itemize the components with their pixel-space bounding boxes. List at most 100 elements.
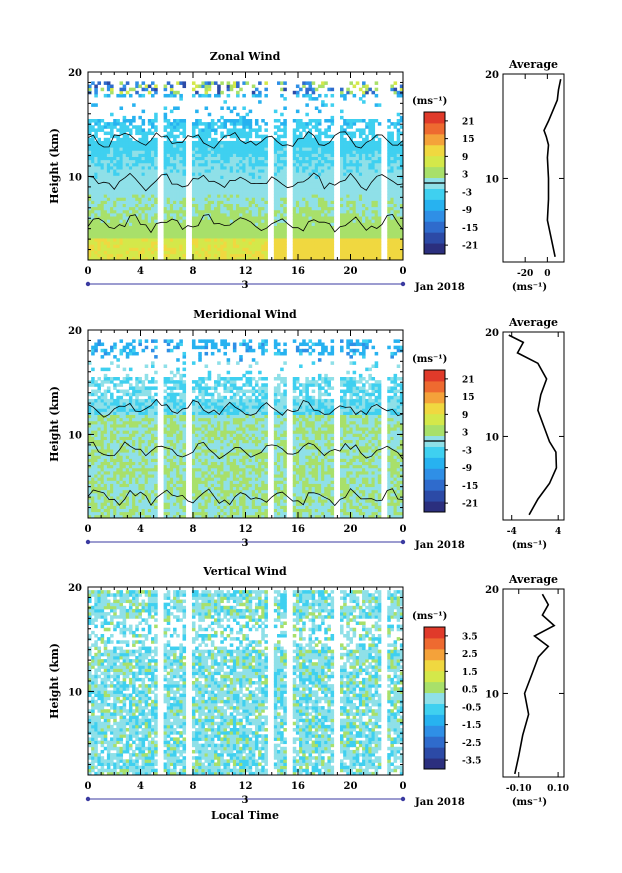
heatmap-cell <box>198 147 202 151</box>
heatmap-cell <box>362 184 366 189</box>
heatmap-cell <box>201 234 205 239</box>
heatmap-cell <box>399 244 404 248</box>
heatmap-cell <box>169 159 174 164</box>
heatmap-cell <box>217 169 221 173</box>
heatmap-cell <box>113 150 117 154</box>
heatmap-cell <box>220 134 224 139</box>
heatmap-cell <box>100 209 105 214</box>
heatmap-cell <box>154 256 158 261</box>
heatmap-cell <box>283 122 287 126</box>
heatmap-cell <box>236 194 240 198</box>
heatmap-cell <box>144 486 149 491</box>
heatmap-cell <box>387 244 391 248</box>
heatmap-cell <box>91 449 95 453</box>
heatmap-cell <box>113 433 117 437</box>
heatmap-cell <box>119 247 124 251</box>
heatmap-cell <box>141 430 146 434</box>
heatmap-cell <box>207 191 212 195</box>
heatmap-cell <box>210 231 215 236</box>
chart-title: Zonal Wind <box>210 50 281 63</box>
heatmap-cell <box>308 150 313 154</box>
heatmap-cell <box>277 197 281 201</box>
heatmap-cell <box>119 439 124 444</box>
heatmap-cell <box>103 373 108 378</box>
heatmap-cell <box>113 377 117 381</box>
heatmap-cell <box>362 181 366 186</box>
heatmap-cell <box>358 140 363 145</box>
heatmap-cell <box>100 430 105 434</box>
heatmap-cell <box>100 405 105 409</box>
heatmap-cell <box>154 178 158 183</box>
heatmap-cell <box>283 166 287 170</box>
heatmap-cell <box>135 131 139 136</box>
heatmap-cell <box>198 181 202 186</box>
heatmap-cell <box>106 87 111 92</box>
heatmap-cell <box>396 197 401 201</box>
heatmap-cell <box>327 125 331 129</box>
heatmap-cell <box>324 206 328 211</box>
heatmap-cell <box>245 162 250 167</box>
heatmap-cell <box>207 225 212 230</box>
heatmap-cell <box>280 166 284 170</box>
heatmap-cell <box>368 200 372 204</box>
heatmap-cell <box>94 144 98 148</box>
heatmap-cell <box>141 184 146 189</box>
heatmap-cell <box>88 187 92 192</box>
heatmap-cell <box>305 159 309 164</box>
heatmap-cell <box>116 134 120 139</box>
heatmap-cell <box>226 194 231 198</box>
heatmap-cell <box>94 342 98 347</box>
heatmap-cell <box>191 81 196 85</box>
heatmap-cell <box>119 458 124 462</box>
heatmap-cell <box>195 250 199 255</box>
heatmap-cell <box>236 150 240 154</box>
heatmap-cell <box>368 159 372 164</box>
heatmap-cell <box>273 209 278 214</box>
heatmap-cell <box>349 153 353 157</box>
heatmap-cell <box>207 122 212 126</box>
heatmap-cell <box>223 100 227 104</box>
heatmap-cell <box>217 216 221 220</box>
heatmap-cell <box>122 505 127 509</box>
heatmap-cell <box>299 213 303 217</box>
heatmap-cell <box>191 238 196 242</box>
heatmap-cell <box>106 187 111 192</box>
heatmap-cell <box>88 84 92 89</box>
heatmap-cell <box>179 209 183 214</box>
heatmap-cell <box>151 147 155 151</box>
heatmap-cell <box>349 228 353 233</box>
heatmap-cell <box>182 256 187 261</box>
heatmap-cell <box>97 169 101 173</box>
heatmap-cell <box>248 131 253 136</box>
heatmap-cell <box>308 134 313 139</box>
heatmap-cell <box>248 144 253 148</box>
heatmap-cell <box>242 153 246 157</box>
heatmap-cell <box>358 134 363 139</box>
heatmap-cell <box>88 445 92 450</box>
heatmap-cell <box>210 203 215 208</box>
heatmap-cell <box>103 452 108 456</box>
heatmap-cell <box>166 191 171 195</box>
heatmap-cell <box>368 172 372 176</box>
heatmap-cell <box>191 178 196 183</box>
heatmap-cell <box>277 244 281 248</box>
heatmap-cell <box>349 131 353 136</box>
heatmap-cell <box>314 144 319 148</box>
heatmap-cell <box>204 222 209 226</box>
heatmap-cell <box>207 178 212 183</box>
heatmap-cell <box>128 367 133 372</box>
heatmap-cell <box>295 134 300 139</box>
heatmap-cell <box>132 247 136 251</box>
heatmap-cell <box>396 137 401 142</box>
heatmap-cell <box>113 414 117 419</box>
heatmap-cell <box>106 125 111 129</box>
heatmap-cell <box>135 351 139 356</box>
heatmap-cell <box>330 197 335 201</box>
heatmap-cell <box>191 191 196 195</box>
heatmap-cell <box>299 241 303 245</box>
heatmap-cell <box>176 169 180 173</box>
heatmap-cell <box>377 216 382 220</box>
heatmap-cell <box>362 213 366 217</box>
heatmap-cell <box>94 467 98 472</box>
heatmap-cell <box>346 172 350 176</box>
